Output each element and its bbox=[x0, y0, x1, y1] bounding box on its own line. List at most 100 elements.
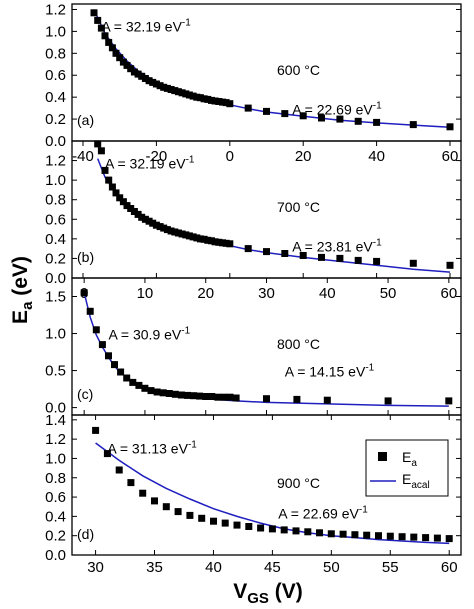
data-point bbox=[163, 226, 171, 234]
data-point bbox=[145, 77, 153, 85]
data-point bbox=[222, 99, 230, 107]
data-point bbox=[138, 72, 146, 80]
data-point bbox=[90, 9, 98, 17]
fit-annotation: A = 32.19 eV-1 bbox=[101, 17, 191, 34]
data-point bbox=[244, 245, 252, 253]
data-point bbox=[167, 227, 175, 235]
fit-annotation: A = 23.81 eV-1 bbox=[292, 238, 382, 255]
data-point bbox=[119, 58, 127, 66]
data-point bbox=[186, 511, 194, 519]
data-point bbox=[116, 54, 124, 62]
data-point bbox=[174, 229, 182, 237]
data-point bbox=[221, 519, 229, 527]
fit-annotation: A = 14.15 eV-1 bbox=[285, 362, 375, 379]
panel-label: (a) bbox=[77, 112, 94, 128]
fit-annotation: A = 30.9 eV-1 bbox=[108, 325, 190, 342]
data-point bbox=[339, 530, 347, 538]
y-tick-label: 0.0 bbox=[45, 547, 66, 564]
data-point bbox=[101, 166, 109, 174]
y-tick-label: 0.8 bbox=[45, 470, 66, 487]
data-point bbox=[103, 450, 111, 458]
data-point bbox=[160, 224, 168, 232]
data-point bbox=[208, 393, 216, 400]
data-point bbox=[134, 70, 142, 78]
data-point bbox=[268, 525, 276, 533]
data-point bbox=[198, 514, 206, 522]
data-point bbox=[219, 239, 226, 247]
data-point bbox=[111, 361, 118, 369]
data-point bbox=[323, 396, 331, 404]
data-point bbox=[336, 115, 344, 123]
data-point bbox=[152, 80, 160, 88]
data-point bbox=[304, 528, 312, 536]
data-point bbox=[105, 176, 113, 184]
data-point bbox=[318, 114, 325, 122]
fit-annotation: A = 22.69 eV-1 bbox=[292, 101, 382, 118]
x-tick-label: 50 bbox=[380, 285, 397, 302]
data-point bbox=[94, 16, 102, 24]
data-point bbox=[189, 92, 197, 100]
data-point bbox=[222, 239, 230, 247]
y-tick-label: 0.6 bbox=[45, 211, 66, 228]
panel-label: (c) bbox=[77, 386, 93, 402]
data-point bbox=[171, 87, 179, 95]
data-point bbox=[108, 183, 116, 191]
panel-2: 0.00.51.01.50102030405060A = 30.9 eV-1A … bbox=[45, 277, 462, 417]
x-tick-label: 40 bbox=[319, 285, 336, 302]
data-point bbox=[211, 238, 219, 246]
y-tick-label: 0.6 bbox=[45, 489, 66, 506]
x-tick-label: 60 bbox=[442, 148, 459, 165]
data-point bbox=[97, 24, 105, 32]
data-point bbox=[202, 393, 210, 400]
y-axis-title: Ea (eV) bbox=[9, 256, 36, 324]
data-point bbox=[184, 391, 191, 399]
data-point bbox=[151, 497, 158, 505]
data-point bbox=[141, 215, 149, 223]
y-tick-label: 1.2 bbox=[45, 1, 66, 18]
y-tick-label: 1.0 bbox=[45, 172, 66, 189]
x-tick-label: 10 bbox=[137, 285, 154, 302]
data-point bbox=[208, 96, 215, 104]
data-point bbox=[433, 534, 441, 542]
data-point bbox=[149, 219, 157, 227]
panel-1: 0.0 0.2 0.4 0.6 0.8 1.0 1.2 -40 -20 0 20 40 60 A = 32… bbox=[45, 140, 462, 287]
data-point bbox=[373, 257, 381, 265]
x-axis-title: VGS (V) bbox=[233, 580, 303, 607]
data-point bbox=[263, 107, 270, 115]
y-tick-label: 1.0 bbox=[45, 326, 66, 343]
data-point bbox=[139, 489, 147, 497]
data-point bbox=[226, 240, 234, 248]
data-point bbox=[327, 530, 335, 538]
data-point bbox=[193, 93, 201, 101]
data-point bbox=[233, 521, 241, 529]
data-point bbox=[101, 32, 109, 40]
data-point bbox=[182, 231, 190, 239]
x-tick-label: 30 bbox=[87, 559, 104, 576]
data-point bbox=[196, 235, 204, 243]
data-point bbox=[165, 390, 173, 397]
x-tick-label: 45 bbox=[264, 559, 281, 576]
data-point bbox=[293, 395, 301, 403]
data-point bbox=[226, 100, 234, 108]
data-point bbox=[80, 289, 88, 297]
y-tick-label: 0.5 bbox=[45, 363, 66, 380]
data-point bbox=[127, 205, 135, 212]
y-axis-title-sub: a bbox=[19, 301, 36, 310]
data-point bbox=[171, 390, 179, 398]
panel-label: (b) bbox=[77, 249, 94, 265]
data-point bbox=[116, 194, 124, 202]
data-point bbox=[160, 83, 168, 91]
x-tick-label: 60 bbox=[441, 285, 458, 302]
data-point bbox=[445, 397, 453, 405]
data-point bbox=[263, 248, 270, 256]
data-point bbox=[215, 238, 223, 246]
data-point bbox=[123, 202, 131, 210]
data-point bbox=[145, 217, 153, 225]
data-point bbox=[149, 78, 157, 86]
y-tick-label: 0.6 bbox=[45, 67, 66, 84]
data-point bbox=[384, 397, 392, 405]
fit-annotation: A = 22.69 eV-1 bbox=[278, 504, 368, 521]
data-point bbox=[208, 237, 215, 245]
data-point bbox=[336, 254, 344, 262]
